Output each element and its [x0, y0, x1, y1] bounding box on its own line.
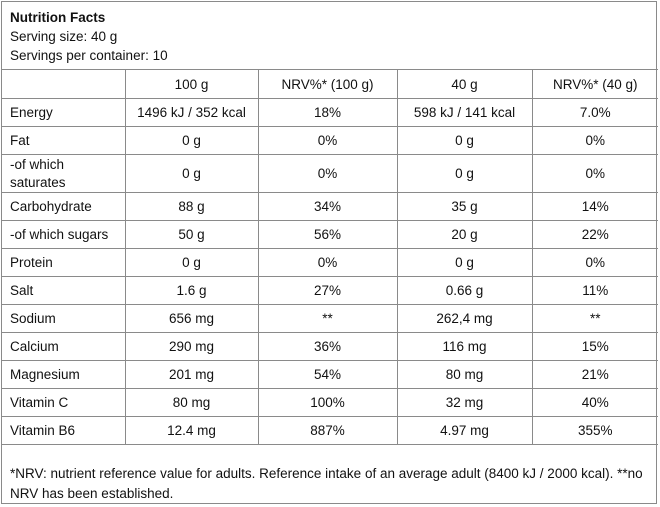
servings-per-container: Servings per container: 10 — [10, 48, 168, 63]
nrv-per-40g: 21% — [531, 360, 658, 389]
nutrition-header: Nutrition Facts Serving size: 40 g Servi… — [2, 2, 656, 65]
nrv-per-40g: 7.0% — [531, 98, 658, 127]
nrv-per-40g: 40% — [531, 388, 658, 417]
nutrient-name: Vitamin C — [2, 388, 126, 417]
nrv-per-40g: 355% — [531, 416, 658, 445]
nutrient-name: Energy — [2, 98, 126, 127]
table-row: -of which saturates 0 g 0% 0 g 0% — [2, 154, 658, 193]
nrv-per-100g: 18% — [257, 98, 398, 127]
value-per-100g: 0 g — [124, 154, 259, 193]
nutrient-name: Magnesium — [2, 360, 126, 389]
column-header-nrv-40g: NRV%* (40 g) — [531, 69, 658, 99]
nutrient-name: -of which saturates — [2, 154, 126, 193]
table-row: Energy 1496 kJ / 352 kcal 18% 598 kJ / 1… — [2, 98, 658, 127]
table-row: Vitamin B6 12.4 mg 887% 4.97 mg 355% — [2, 416, 658, 445]
nutrition-table: 100 g NRV%* (100 g) 40 g NRV%* (40 g) En… — [2, 69, 658, 445]
nrv-per-40g: 0% — [531, 126, 658, 155]
value-per-40g: 0 g — [396, 154, 533, 193]
table-row: Protein 0 g 0% 0 g 0% — [2, 248, 658, 277]
nutrient-name: Carbohydrate — [2, 192, 126, 221]
nrv-per-100g: 34% — [257, 192, 398, 221]
value-per-40g: 32 mg — [396, 388, 533, 417]
nutrient-name: Sodium — [2, 304, 126, 333]
table-row: Salt 1.6 g 27% 0.66 g 11% — [2, 276, 658, 305]
nutrient-name: Protein — [2, 248, 126, 277]
column-header-nutrient — [2, 69, 126, 99]
column-header-per-40g: 40 g — [396, 69, 533, 99]
nrv-per-100g: 36% — [257, 332, 398, 361]
nutrient-name: Vitamin B6 — [2, 416, 126, 445]
value-per-100g: 201 mg — [124, 360, 259, 389]
value-per-100g: 80 mg — [124, 388, 259, 417]
value-per-40g: 262,4 mg — [396, 304, 533, 333]
value-per-100g: 12.4 mg — [124, 416, 259, 445]
table-row: -of which sugars 50 g 56% 20 g 22% — [2, 220, 658, 249]
value-per-40g: 0 g — [396, 248, 533, 277]
value-per-100g: 88 g — [124, 192, 259, 221]
table-row: Fat 0 g 0% 0 g 0% — [2, 126, 658, 155]
value-per-40g: 35 g — [396, 192, 533, 221]
value-per-100g: 656 mg — [124, 304, 259, 333]
value-per-100g: 0 g — [124, 248, 259, 277]
value-per-40g: 598 kJ / 141 kcal — [396, 98, 533, 127]
table-header-row: 100 g NRV%* (100 g) 40 g NRV%* (40 g) — [2, 69, 658, 99]
value-per-100g: 50 g — [124, 220, 259, 249]
value-per-40g: 20 g — [396, 220, 533, 249]
nrv-per-40g: 14% — [531, 192, 658, 221]
nrv-per-40g: 11% — [531, 276, 658, 305]
nrv-footnote: *NRV: nutrient reference value for adult… — [10, 466, 643, 501]
value-per-40g: 116 mg — [396, 332, 533, 361]
column-header-nrv-100g: NRV%* (100 g) — [257, 69, 398, 99]
nrv-per-40g: 0% — [531, 154, 658, 193]
nutrient-name: -of which sugars — [2, 220, 126, 249]
value-per-40g: 4.97 mg — [396, 416, 533, 445]
value-per-100g: 1496 kJ / 352 kcal — [124, 98, 259, 127]
nrv-per-100g: 0% — [257, 154, 398, 193]
table-row: Vitamin C 80 mg 100% 32 mg 40% — [2, 388, 658, 417]
nutrition-title: Nutrition Facts — [10, 10, 106, 25]
column-header-per-100g: 100 g — [124, 69, 259, 99]
table-row: Calcium 290 mg 36% 116 mg 15% — [2, 332, 658, 361]
value-per-40g: 0 g — [396, 126, 533, 155]
table-row: Magnesium 201 mg 54% 80 mg 21% — [2, 360, 658, 389]
nutrient-name: Fat — [2, 126, 126, 155]
nrv-per-100g: 27% — [257, 276, 398, 305]
serving-size: Serving size: 40 g — [10, 29, 118, 44]
nrv-per-40g: ** — [531, 304, 658, 333]
nrv-per-100g: 56% — [257, 220, 398, 249]
nrv-per-40g: 22% — [531, 220, 658, 249]
nutrient-name: Salt — [2, 276, 126, 305]
table-row: Sodium 656 mg ** 262,4 mg ** — [2, 304, 658, 333]
nrv-per-100g: 54% — [257, 360, 398, 389]
value-per-100g: 0 g — [124, 126, 259, 155]
value-per-40g: 0.66 g — [396, 276, 533, 305]
nrv-per-40g: 0% — [531, 248, 658, 277]
nrv-per-100g: ** — [257, 304, 398, 333]
table-row: Carbohydrate 88 g 34% 35 g 14% — [2, 192, 658, 221]
nrv-per-100g: 0% — [257, 248, 398, 277]
nrv-per-100g: 0% — [257, 126, 398, 155]
value-per-40g: 80 mg — [396, 360, 533, 389]
nutrient-name: Calcium — [2, 332, 126, 361]
value-per-100g: 290 mg — [124, 332, 259, 361]
nrv-per-40g: 15% — [531, 332, 658, 361]
nrv-per-100g: 100% — [257, 388, 398, 417]
nrv-per-100g: 887% — [257, 416, 398, 445]
value-per-100g: 1.6 g — [124, 276, 259, 305]
